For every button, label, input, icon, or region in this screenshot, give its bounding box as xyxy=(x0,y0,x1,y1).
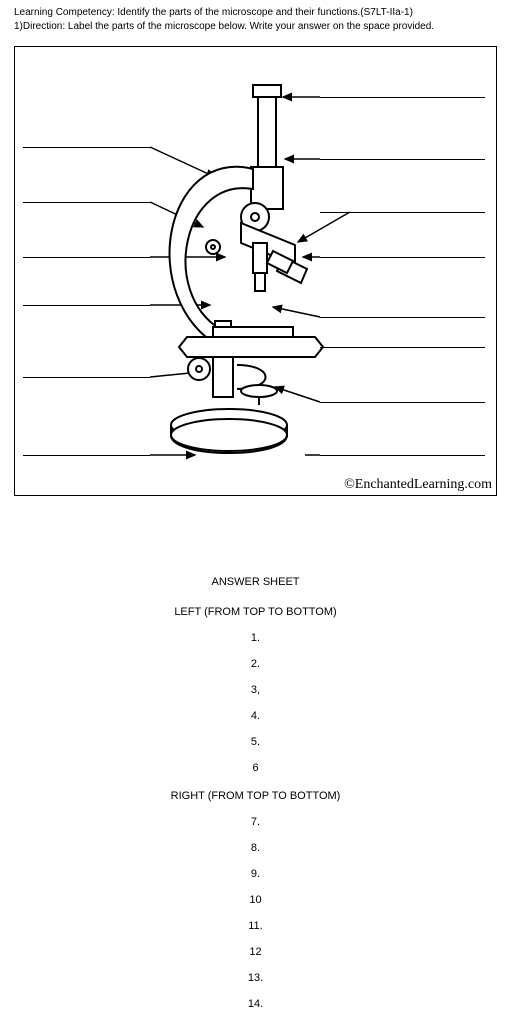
credit-text: ©EnchantedLearning.com xyxy=(344,477,492,493)
blank-line-right xyxy=(320,317,485,318)
blank-line-right xyxy=(320,97,485,98)
answer-item: 10 xyxy=(0,894,511,906)
blank-line-left xyxy=(23,257,150,258)
diagram-container: ©EnchantedLearning.com xyxy=(14,46,497,496)
blank-line-right xyxy=(320,455,485,456)
answer-item: 14. xyxy=(0,998,511,1010)
blank-line-right xyxy=(320,257,485,258)
blank-line-left xyxy=(23,455,150,456)
answer-item: 7. xyxy=(0,816,511,828)
microscope-diagram xyxy=(15,47,494,496)
blank-line-right xyxy=(320,212,485,213)
left-heading: LEFT (FROM TOP TO BOTTOM) xyxy=(0,606,511,618)
answer-item: 5. xyxy=(0,736,511,748)
answer-item: 6 xyxy=(0,762,511,774)
blank-line-right xyxy=(320,402,485,403)
right-heading: RIGHT (FROM TOP TO BOTTOM) xyxy=(0,790,511,802)
answer-item: 1. xyxy=(0,632,511,644)
answer-item: 11. xyxy=(0,920,511,932)
competency-text: Learning Competency: Identify the parts … xyxy=(14,6,497,20)
blank-line-left xyxy=(23,305,150,306)
blank-line-left xyxy=(23,147,150,148)
answer-item: 8. xyxy=(0,842,511,854)
blank-line-left xyxy=(23,377,150,378)
answer-item: 13. xyxy=(0,972,511,984)
answer-item: 2. xyxy=(0,658,511,670)
answer-item: 12 xyxy=(0,946,511,958)
blank-line-right xyxy=(320,159,485,160)
direction-text: 1)Direction: Label the parts of the micr… xyxy=(14,20,497,34)
answer-item: 4. xyxy=(0,710,511,722)
blank-line-right xyxy=(320,347,485,348)
answer-sheet: ANSWER SHEET LEFT (FROM TOP TO BOTTOM) 1… xyxy=(0,576,511,1010)
answer-item: 3, xyxy=(0,684,511,696)
answer-item: 9. xyxy=(0,868,511,880)
blank-line-left xyxy=(23,202,150,203)
answer-title: ANSWER SHEET xyxy=(0,576,511,588)
